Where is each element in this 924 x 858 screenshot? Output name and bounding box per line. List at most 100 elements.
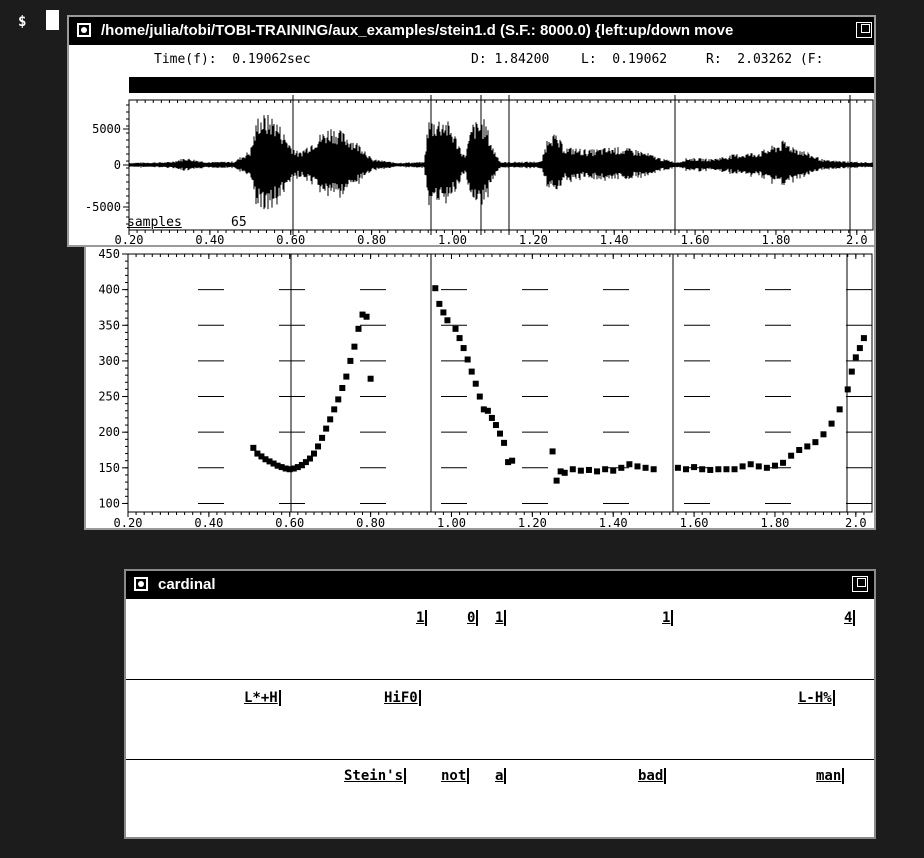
pitch-point: [452, 325, 459, 332]
pitch-point: [484, 407, 491, 414]
pitch-point: [327, 416, 334, 423]
pitch-point: [626, 461, 633, 468]
pitch-point: [505, 459, 512, 466]
word-label-4[interactable]: bad: [638, 768, 667, 784]
pitch-point: [828, 420, 835, 427]
break-label-2[interactable]: 0: [467, 610, 479, 626]
pitch-point: [302, 459, 309, 466]
pitch-ytick-label: 100: [98, 496, 120, 510]
label-titlebar[interactable]: cardinal: [126, 571, 874, 599]
window-menu-icon[interactable]: [77, 23, 91, 37]
pitch-point: [780, 459, 787, 466]
window-menu-icon[interactable]: [134, 577, 148, 591]
pitch-point: [351, 343, 358, 350]
pitch-xtick-label: 1.00: [437, 516, 466, 528]
pitch-track[interactable]: 450 400 350 300 250 200 150 100 0.20 0.40 0.60 0.8…: [86, 244, 874, 528]
pitch-point: [359, 311, 366, 318]
pitch-point: [860, 335, 867, 342]
wave-xtick-label: 0.40: [195, 233, 224, 245]
pitch-point: [844, 386, 851, 393]
pitch-point: [367, 375, 374, 382]
pitch-point: [771, 462, 778, 469]
pitch-point: [497, 430, 503, 437]
pitch-xtick-label: 2.0: [845, 516, 867, 528]
pitch-xtick-label: 1.20: [518, 516, 547, 528]
wave-xtick-label: 1.40: [600, 233, 629, 245]
word-label-1[interactable]: Stein's: [344, 768, 407, 784]
pitch-point: [674, 464, 681, 471]
pitch-point: [476, 393, 483, 400]
pitch-point: [731, 466, 738, 473]
pitch-xtick-label: 0.60: [275, 516, 304, 528]
wave-xtick-label: 1.60: [681, 233, 710, 245]
word-label-3[interactable]: a: [495, 768, 507, 784]
pitch-point: [472, 380, 479, 387]
pitch-point: [480, 406, 487, 413]
tier-divider: [126, 759, 874, 760]
pitch-xtick-label: 0.20: [114, 516, 143, 528]
pitch-point: [788, 452, 795, 459]
break-label-4[interactable]: 1: [662, 610, 674, 626]
tone-label-1[interactable]: L*+H: [244, 690, 281, 706]
pitch-point: [347, 357, 354, 364]
pitch-point: [323, 425, 330, 432]
pitch-point: [262, 456, 269, 463]
pitch-point: [618, 464, 625, 471]
maximize-icon[interactable]: [856, 22, 872, 38]
pitch-point: [642, 464, 649, 471]
pitch-point: [468, 368, 475, 375]
pitch-point: [335, 396, 342, 403]
break-label-5[interactable]: 4: [844, 610, 856, 626]
pitch-point: [585, 466, 592, 473]
pitch-window[interactable]: 450 400 350 300 250 200 150 100 0.20 0.40 0.60 0.8…: [84, 242, 876, 530]
pitch-point: [739, 463, 746, 470]
pitch-point: [274, 462, 281, 469]
tone-label-2[interactable]: HiF0: [384, 690, 421, 706]
label-window[interactable]: cardinal 1 0 1 1 4 L*+H HiF0 L-H% Stein'…: [124, 569, 876, 839]
waveform-title: /home/julia/tobi/TOBI-TRAINING/aux_examp…: [101, 22, 734, 39]
label-window-title: cardinal: [158, 576, 216, 593]
pitch-point: [699, 466, 706, 473]
pitch-point: [820, 431, 827, 438]
pitch-point: [691, 464, 698, 471]
pitch-point: [294, 464, 301, 471]
break-label-1[interactable]: 1: [416, 610, 428, 626]
pitch-point: [331, 406, 338, 413]
pitch-point: [577, 467, 584, 474]
pitch-point: [602, 466, 609, 473]
maximize-icon[interactable]: [852, 576, 868, 592]
waveform-plot[interactable]: 5000 0 -5000 0.20 0.40 0.60 0.80 1.00 1.20 1.40 1…: [69, 95, 874, 245]
pitch-point: [298, 461, 305, 468]
pitch-point: [812, 439, 819, 446]
pitch-point: [610, 467, 617, 474]
pitch-point: [432, 285, 439, 292]
wave-xtick-label: 0.80: [357, 233, 386, 245]
wave-xtick-label: 1.80: [762, 233, 791, 245]
pitch-point: [311, 450, 317, 457]
pitch-xtick-label: 0.40: [194, 516, 223, 528]
wave-ytick-label: 0: [114, 158, 121, 172]
pitch-point: [278, 464, 285, 471]
pitch-point: [306, 455, 313, 462]
pitch-point: [852, 354, 859, 361]
word-label-2[interactable]: not: [441, 768, 470, 784]
tone-label-3[interactable]: L-H%: [798, 690, 835, 706]
waveform-window[interactable]: /home/julia/tobi/TOBI-TRAINING/aux_examp…: [67, 15, 876, 247]
pitch-ytick-label: 150: [98, 461, 120, 475]
scroll-bar[interactable]: [129, 77, 874, 93]
pitch-point: [363, 313, 370, 320]
pitch-point: [557, 468, 564, 475]
word-label-5[interactable]: man: [816, 768, 845, 784]
pitch-point: [804, 443, 811, 450]
pitch-point: [650, 466, 657, 473]
pitch-point: [747, 461, 754, 468]
break-label-3[interactable]: 1: [495, 610, 507, 626]
waveform-titlebar[interactable]: /home/julia/tobi/TOBI-TRAINING/aux_examp…: [69, 17, 874, 45]
pitch-point: [286, 466, 293, 473]
pitch-point: [460, 345, 467, 352]
pitch-ytick-label: 350: [98, 318, 120, 332]
pitch-point: [836, 406, 843, 413]
pitch-point: [634, 463, 641, 470]
pitch-point: [492, 422, 499, 429]
time-readout: Time(f): 0.19062sec: [154, 52, 311, 67]
